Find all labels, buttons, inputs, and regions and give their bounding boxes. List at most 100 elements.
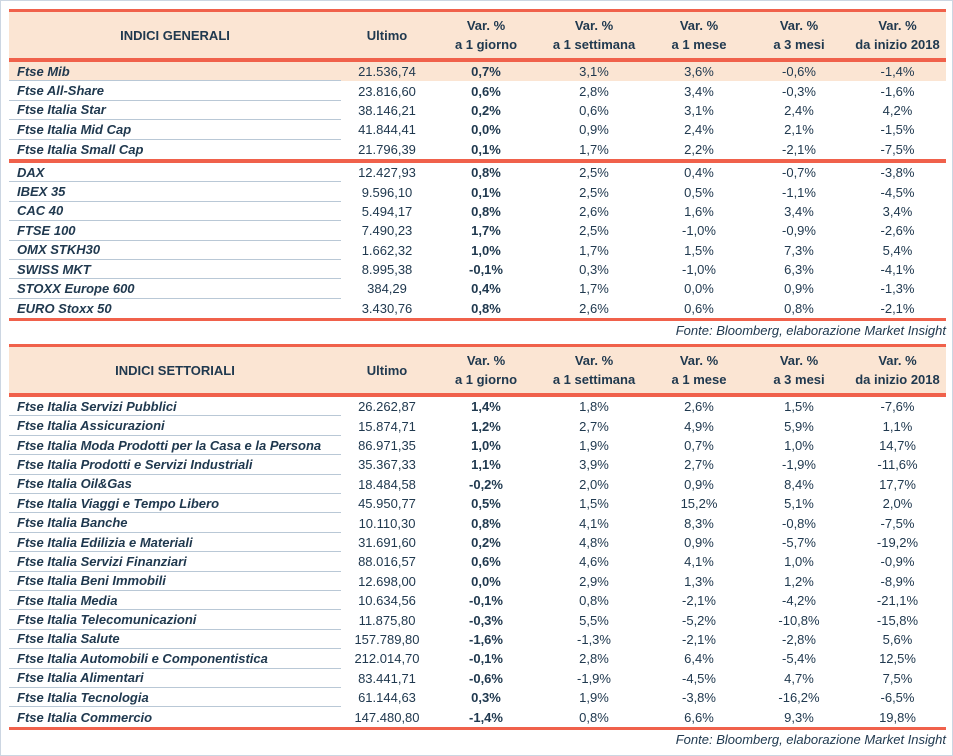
index-name-cell: Ftse Italia Commercio: [17, 709, 153, 725]
var-value-cell: -4,1%: [880, 262, 915, 278]
var-value-cell: 1,0%: [784, 438, 814, 454]
var-header-line1: Var. %: [574, 353, 614, 369]
ultimo-value-cell: 45.950,77: [358, 496, 416, 512]
index-name-cell: Ftse Italia Beni Immobili: [9, 572, 341, 591]
var-value-cell: -7,5%: [880, 141, 915, 157]
ultimo-value-cell: 9.596,10: [361, 184, 413, 200]
index-name-cell: CAC 40: [9, 202, 341, 222]
table-row: Ftse Italia Star 38.146,21 0,2% 0,6% 3,1% 2,4…: [9, 101, 946, 121]
var-value-cell: 8,4%: [784, 476, 814, 492]
column-header-var: Var. % a 1 mese: [649, 12, 749, 58]
var-value-cell: -2,6%: [880, 223, 915, 239]
var-header-line1: Var. %: [574, 18, 614, 33]
source-note: Fonte: Bloomberg, elaborazione Market In…: [675, 731, 946, 747]
var-value-cell: 7,3%: [784, 242, 814, 258]
var-value-cell: 4,9%: [684, 418, 714, 434]
ultimo-value-cell: 15.874,71: [358, 418, 416, 434]
index-name-cell: Ftse Italia Telecomunicazioni: [9, 610, 341, 630]
var-value-cell: 4,6%: [579, 554, 609, 570]
table-row: Ftse Italia Assicurazioni 15.874,71 1,2% 2,…: [9, 416, 946, 436]
var-header-line2: a 1 giorno: [454, 37, 518, 52]
var-header-line2: a 3 mesi: [773, 372, 825, 388]
var-value-cell: -2,1%: [682, 593, 716, 609]
header-divider-rule: [9, 393, 946, 398]
var-header-line1: Var. %: [679, 18, 719, 33]
var-value-cell: 0,0%: [684, 281, 714, 297]
var-value-cell: 1,0%: [471, 242, 501, 258]
index-name-cell: Ftse Italia Oil&Gas: [9, 475, 341, 495]
index-name-cell: Ftse Italia Moda Prodotti per la Casa e …: [9, 436, 341, 456]
var-value-cell: 1,7%: [471, 223, 501, 239]
table-row: Ftse Italia Beni Immobili 12.698,00 0,0% 2,…: [9, 572, 946, 591]
var-value-cell: 1,7%: [579, 242, 609, 258]
var-header-line2: a 3 mesi: [773, 37, 825, 52]
var-value-cell: 0,7%: [471, 64, 501, 80]
indici-generali-table: INDICI GENERALI Ultimo Var. % a 1 giorno Var…: [9, 9, 946, 340]
column-header-var: Var. % a 1 settimana: [539, 12, 649, 58]
var-value-cell: 5,6%: [882, 631, 913, 647]
source-note: Fonte: Bloomberg, elaborazione Market In…: [675, 323, 946, 339]
var-value-cell: -5,7%: [782, 535, 816, 550]
table-row: Ftse Italia Commercio 147.480,80 -1,4% 0,8%…: [9, 707, 946, 726]
var-value-cell: 3,6%: [684, 64, 714, 80]
ultimo-value-cell: 1.662,32: [361, 242, 413, 258]
var-value-cell: 0,0%: [471, 573, 501, 589]
table-row: Ftse Italia Oil&Gas 18.484,58 -0,2% 2,0% 0,9…: [9, 475, 946, 495]
column-header-var: Var. % a 1 settimana: [539, 347, 649, 393]
var-value-cell: -15,8%: [876, 612, 919, 628]
var-value-cell: 5,5%: [579, 612, 609, 628]
var-value-cell: 0,0%: [471, 122, 501, 138]
table-row: Ftse Italia Servizi Pubblici 26.262,87 1,4…: [9, 397, 946, 417]
var-value-cell: 1,2%: [471, 418, 501, 434]
var-value-cell: 1,7%: [579, 281, 609, 297]
table-row: Ftse Mib 21.536,74 0,7% 3,1% 3,6% -0,6% -1,4%: [9, 62, 946, 82]
var-value-cell: 1,1%: [471, 457, 501, 473]
table-row: CAC 40 5.494,17 0,8% 2,6% 1,6% 3,4% 3,4%: [9, 202, 946, 222]
table-row: FTSE 100 7.490,23 1,7% 2,5% -1,0% -0,9% -2,6%: [9, 221, 946, 241]
var-value-cell: 1,0%: [471, 438, 501, 454]
var-value-cell: -5,4%: [782, 651, 816, 667]
var-value-cell: 0,2%: [471, 102, 501, 118]
ultimo-value-cell: 147.480,80: [354, 709, 420, 725]
var-value-cell: -2,1%: [682, 631, 716, 647]
var-value-cell: -1,6%: [880, 83, 915, 99]
table-body: Ftse Italia Servizi Pubblici 26.262,87 1,4…: [9, 397, 946, 727]
var-value-cell: 8,3%: [684, 515, 714, 531]
var-value-cell: 2,8%: [579, 83, 609, 99]
var-value-cell: -11,6%: [877, 457, 918, 473]
var-value-cell: 1,5%: [684, 242, 714, 258]
index-name-cell: Ftse Mib: [9, 62, 341, 82]
var-value-cell: 0,5%: [684, 184, 714, 200]
table-row: Ftse Italia Banche 10.110,30 0,8% 4,1% 8,3% -…: [9, 513, 946, 533]
ultimo-value-cell: 10.110,30: [358, 515, 416, 531]
var-value-cell: 1,3%: [684, 573, 714, 589]
var-value-cell: 15,2%: [680, 496, 718, 512]
var-value-cell: -0,9%: [880, 554, 915, 570]
table-row: IBEX 35 9.596,10 0,1% 2,5% 0,5% -1,1% -4,5%: [9, 182, 946, 202]
index-name-cell: IBEX 35: [9, 182, 341, 202]
index-name-cell: Ftse Italia Mid Cap: [9, 120, 341, 140]
var-value-cell: 1,2%: [784, 573, 814, 589]
ultimo-value-cell: 12.698,00: [358, 573, 416, 589]
table-row: STOXX Europe 600 384,29 0,4% 1,7% 0,0% 0,9% -1…: [9, 279, 946, 299]
table-bottom-rule: [9, 726, 946, 730]
table-row: Ftse Italia Mid Cap 41.844,41 0,0% 0,9% 2,4%…: [9, 120, 946, 140]
table-row: Ftse Italia Edilizia e Materiali 31.691,6…: [9, 533, 946, 553]
column-header-ultimo: Ultimo: [366, 27, 408, 43]
column-header-var: Var. % da inizio 2018: [849, 12, 946, 58]
var-value-cell: -21,1%: [876, 593, 919, 609]
var-value-cell: -3,8%: [880, 165, 915, 181]
index-name-cell: Ftse Italia Salute: [9, 630, 341, 650]
index-name-cell: Ftse Italia Servizi Pubblici: [9, 397, 341, 417]
var-value-cell: -4,5%: [682, 670, 716, 686]
var-value-cell: 19,8%: [879, 709, 916, 725]
var-value-cell: -6,5%: [880, 690, 915, 706]
column-header-var: Var. % a 3 mesi: [749, 12, 849, 58]
group-divider-rule: [9, 158, 946, 163]
table-row: OMX STKH30 1.662,32 1,0% 1,7% 1,5% 7,3% 5,4%: [9, 241, 946, 260]
var-value-cell: 2,6%: [579, 300, 609, 316]
var-value-cell: 5,4%: [882, 242, 913, 258]
table-body: Ftse Mib 21.536,74 0,7% 3,1% 3,6% -0,6% -1,4% F…: [9, 62, 946, 318]
var-value-cell: 4,1%: [684, 554, 714, 570]
var-header-line1: Var. %: [779, 353, 819, 369]
